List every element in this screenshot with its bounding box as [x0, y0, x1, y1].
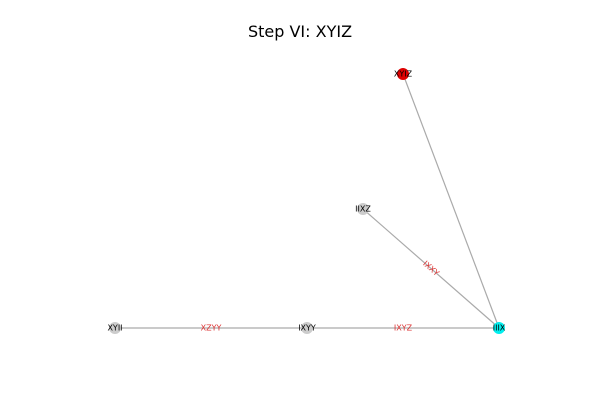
node-labels-layer: XYIZ IIXZ XYII IXYY IIIX [107, 70, 505, 333]
diagram-title: Step VI: XYIZ [247, 22, 353, 41]
node-label: IIIX [493, 324, 506, 333]
edge-label: XZYY [201, 324, 222, 333]
nodes-layer [109, 68, 505, 334]
edge-label: IXYZ [394, 324, 413, 333]
edge-xyiz-iiix [402, 73, 500, 329]
node-label: IIXZ [355, 205, 371, 214]
node-iiix [493, 322, 505, 334]
node-label: IXYY [298, 324, 316, 333]
node-label: XYIZ [394, 70, 413, 79]
node-ixyy [301, 322, 313, 334]
edges-layer [115, 73, 500, 329]
node-iixz [357, 203, 369, 215]
edge-iixz-iiix [362, 208, 500, 329]
node-xyii [109, 322, 121, 334]
node-label: XYII [107, 324, 122, 333]
node-xyiz [397, 68, 409, 80]
